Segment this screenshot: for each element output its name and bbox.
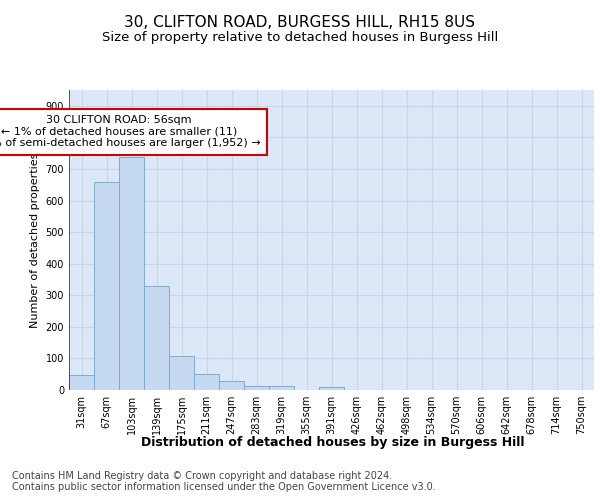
Bar (194, 374, 219, 390)
Bar (119, 157, 144, 390)
Text: Contains HM Land Registry data © Crown copyright and database right 2024.: Contains HM Land Registry data © Crown c… (12, 471, 392, 481)
Y-axis label: Number of detached properties: Number of detached properties (30, 152, 40, 328)
Text: Size of property relative to detached houses in Burgess Hill: Size of property relative to detached ho… (102, 31, 498, 44)
Bar (69, 375, 94, 390)
Bar (319, 387, 344, 390)
Text: 30 CLIFTON ROAD: 56sqm
← 1% of detached houses are smaller (11)
99% of semi-deta: 30 CLIFTON ROAD: 56sqm ← 1% of detached … (0, 116, 261, 148)
Bar (269, 386, 294, 390)
Text: Contains public sector information licensed under the Open Government Licence v3: Contains public sector information licen… (12, 482, 436, 492)
Text: 30, CLIFTON ROAD, BURGESS HILL, RH15 8US: 30, CLIFTON ROAD, BURGESS HILL, RH15 8US (125, 15, 476, 30)
Bar (244, 386, 269, 390)
Text: Distribution of detached houses by size in Burgess Hill: Distribution of detached houses by size … (141, 436, 525, 449)
Bar (94, 182, 119, 390)
Bar (169, 356, 194, 390)
Bar (219, 382, 244, 390)
Bar (144, 286, 169, 390)
